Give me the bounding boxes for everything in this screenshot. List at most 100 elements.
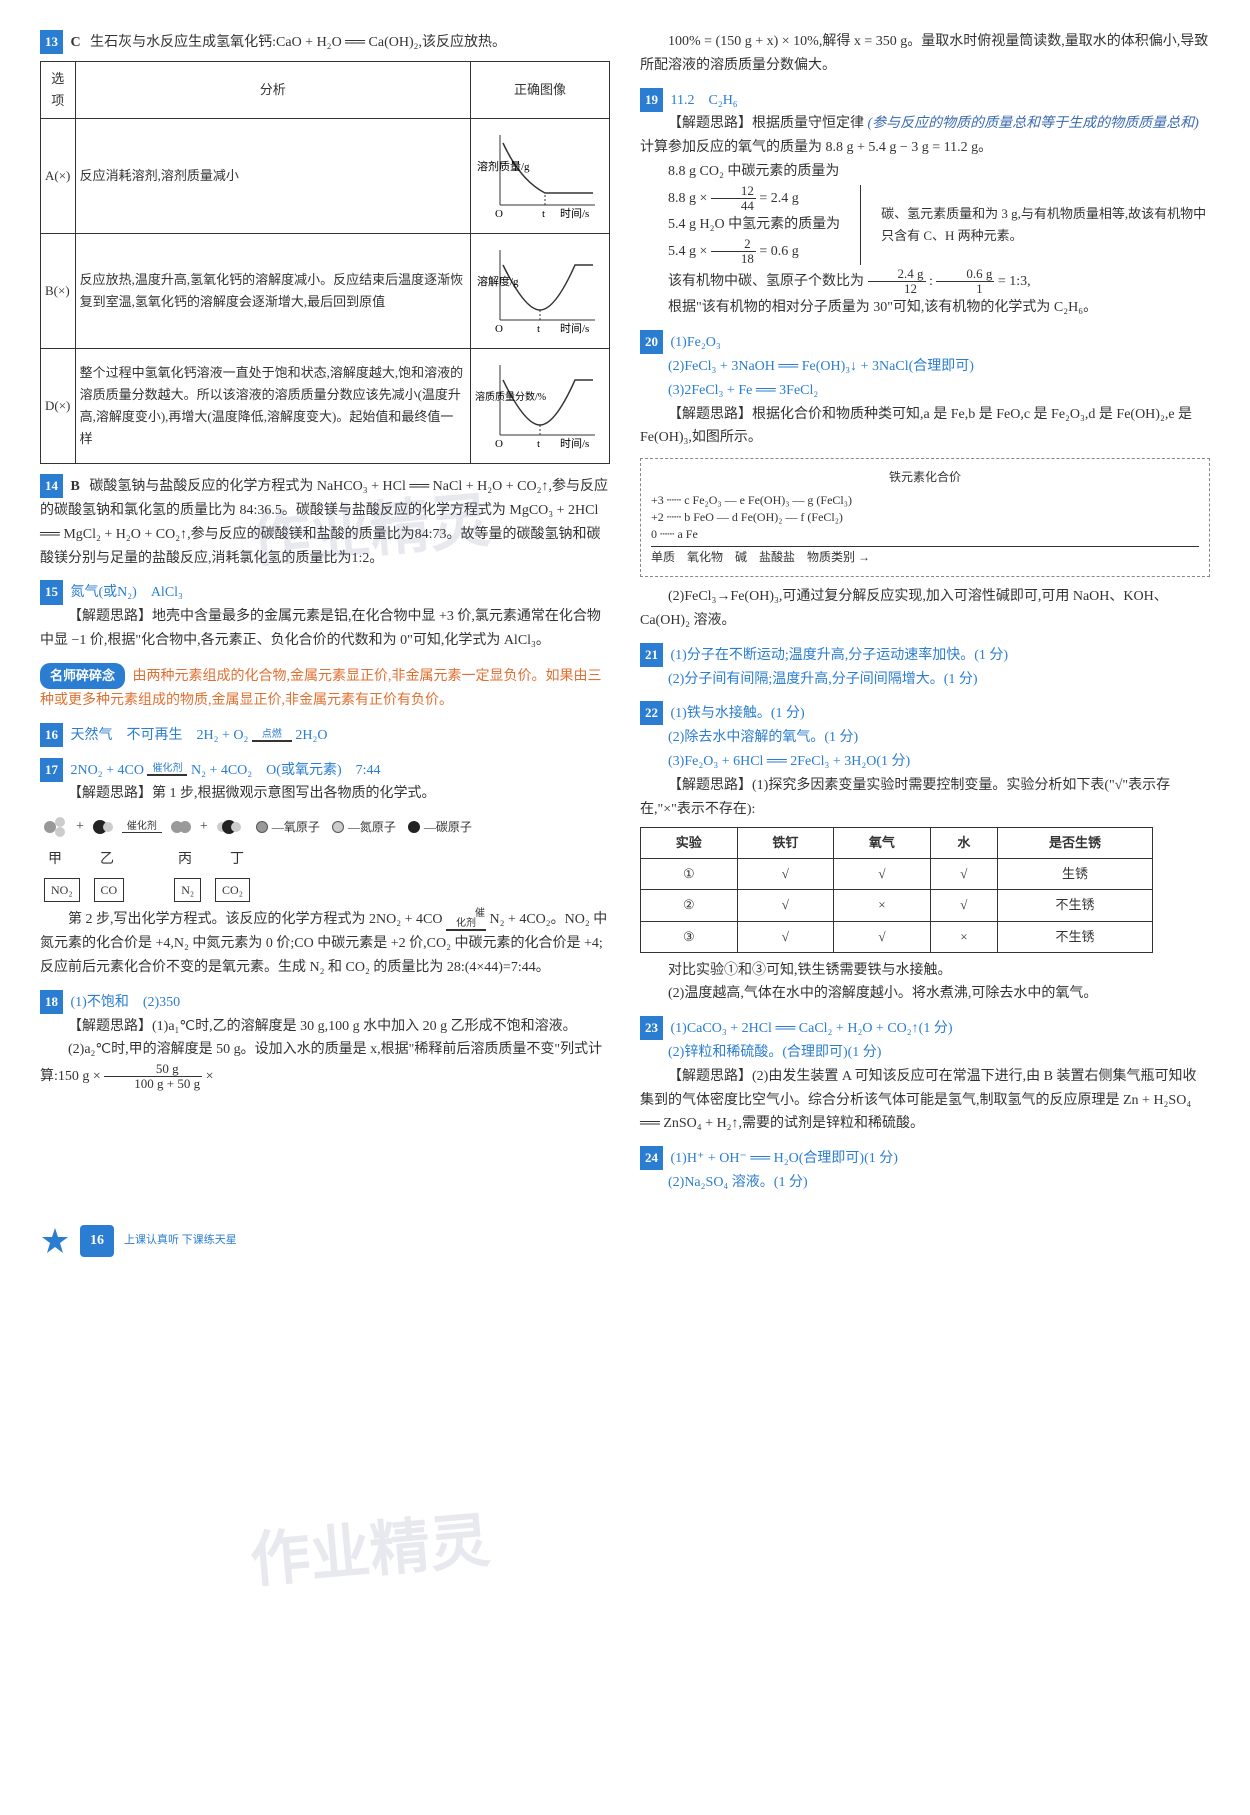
q17-step2: 第 2 步,写出化学方程式。该反应的化学方程式为 2NO₂ + 4CO 催化剂 …	[40, 908, 610, 979]
question-21: 21 (1)分子在不断运动;温度升高,分子运动速率加快。(1 分) (2)分子间…	[640, 643, 1210, 692]
question-15: 15 氮气(或N₂) AlCl₃ 【解题思路】地壳中含量最多的金属元素是铝,在化…	[40, 580, 610, 652]
answer-21-1: (1)分子在不断运动;温度升高,分子运动速率加快。(1 分)	[671, 648, 1009, 663]
q14-text: 碳酸氢钠与盐酸反应的化学方程式为 NaHCO₃ + HCl ══ NaCl + …	[40, 479, 608, 565]
q15-solution: 【解题思路】地壳中含量最多的金属元素是铝,在化合物中显 +3 价,氯元素通常在化…	[40, 605, 610, 653]
valence-row: 0 ┄┄ a Fe	[651, 526, 1199, 543]
answer-20-1: (1)Fe₂O₃	[671, 335, 721, 350]
table-row: B(×) 反应放热,温度升高,氢氧化钙的溶解度减小。反应结束后温度逐渐恢复到室温…	[41, 234, 610, 349]
table-row: ②√×√不生锈	[641, 890, 1153, 921]
molecule-icon	[40, 812, 70, 842]
answer-19: 11.2 C₂H₆	[671, 93, 738, 108]
dip-curve-icon: 溶质质量分数/% O t 时间/s	[475, 355, 605, 450]
q22-sol: 【解题思路】(1)探究多因素变量实验时需要控制变量。实验分析如下表("√"表示存…	[640, 774, 1210, 822]
analysis-d: 整个过程中氢氧化钙溶液一直处于饱和状态,溶解度越大,饱和溶液的溶质质量分数越大。…	[75, 349, 470, 464]
answer-24-1: (1)H⁺ + OH⁻ ══ H₂O(合理即可)(1 分)	[671, 1151, 898, 1166]
svg-text:时间/s: 时间/s	[560, 207, 589, 220]
th-opt: 选项	[41, 61, 76, 118]
tip-body: 由两种元素组成的化合物,金属元素显正价,非金属元素一定显负价。如果由三种或更多种…	[40, 669, 602, 708]
opt-d: D(×)	[41, 349, 76, 464]
question-19: 19 11.2 C₂H₆ 【解题思路】根据质量守恒定律 (参与反应的物质的质量总…	[640, 88, 1210, 321]
footer-tagline: 上课认真听 下课练天星	[124, 1231, 237, 1250]
opt-b: B(×)	[41, 234, 76, 349]
q13-intro: 生石灰与水反应生成氢氧化钙:CaO + H₂O ══ Ca(OH)₂,该反应放热…	[90, 35, 506, 50]
q19-calc2: 5.4 g × 218 = 0.6 g	[640, 237, 840, 267]
svg-text:O: O	[495, 208, 503, 220]
valence-row: +2 ┄┄ b FeO — d Fe(OH)₂ — f (FeCl₂)	[651, 509, 1199, 526]
table-row: ③√√×不生锈	[641, 921, 1153, 952]
q18-sol2: (2)a₂℃时,甲的溶解度是 50 g。设加入水的质量是 x,根据"稀释前后溶质…	[40, 1038, 610, 1091]
svg-text:t: t	[537, 438, 540, 450]
q17-diagram: + 催化剂 + —氧原子 —氮原子 —碳原子	[40, 812, 610, 842]
q22-conc2: (2)温度越高,气体在水中的溶解度越小。将水煮沸,可除去水中的氧气。	[640, 982, 1210, 1006]
th-graph: 正确图像	[470, 61, 609, 118]
graph-d: 溶质质量分数/% O t 时间/s	[470, 349, 609, 464]
left-column: 13 C 生石灰与水反应生成氢氧化钙:CaO + H₂O ══ Ca(OH)₂,…	[40, 30, 610, 1205]
answer-22-1: (1)铁与水接触。(1 分)	[671, 706, 805, 721]
analysis-a: 反应消耗溶剂,溶剂质量减小	[75, 118, 470, 233]
qnum-23: 23	[640, 1016, 663, 1040]
q17-step1: 【解题思路】第 1 步,根据微观示意图写出各物质的化学式。	[40, 782, 610, 806]
q17-labels: 甲 乙 丙 丁	[40, 848, 610, 872]
q20-sol: 【解题思路】根据化合价和物质种类可知,a 是 Fe,b 是 FeO,c 是 Fe…	[640, 403, 1210, 451]
answer-22-2: (2)除去水中溶解的氧气。(1 分)	[640, 726, 1210, 750]
question-24: 24 (1)H⁺ + OH⁻ ══ H₂O(合理即可)(1 分) (2)Na₂S…	[640, 1146, 1210, 1195]
svg-text:t: t	[537, 323, 540, 335]
tip-label: 名师碎碎念	[40, 663, 125, 689]
q13-table: 选项 分析 正确图像 A(×) 反应消耗溶剂,溶剂质量减小 溶剂质量/g	[40, 61, 610, 464]
qnum-19: 19	[640, 88, 663, 112]
valence-diagram: 铁元素化合价 +3 ┄┄ c Fe₂O₃ — e Fe(OH)₃ — g (Fe…	[640, 458, 1210, 577]
right-column: 100% = (150 g + x) × 10%,解得 x = 350 g。量取…	[640, 30, 1210, 1205]
watermark: 作业精灵	[246, 1490, 494, 1613]
qnum-24: 24	[640, 1146, 663, 1170]
svg-text:时间/s: 时间/s	[560, 437, 589, 450]
question-20: 20 (1)Fe₂O₃ (2)FeCl₃ + 3NaOH ══ Fe(OH)₃↓…	[640, 330, 1210, 633]
svg-text:溶剂质量/g: 溶剂质量/g	[477, 159, 530, 173]
teacher-tip: 名师碎碎念 由两种元素组成的化合物,金属元素显正价,非金属元素一定显负价。如果由…	[40, 663, 610, 713]
molecule-icon	[90, 814, 116, 840]
decay-curve-icon: 溶剂质量/g O t 时间/s	[475, 125, 605, 220]
q19-calc-group: 8.8 g × 1244 = 2.4 g 5.4 g H₂O 中氢元素的质量为 …	[640, 184, 1210, 267]
qnum-14: 14	[40, 474, 63, 498]
answer-23-1: (1)CaCO₃ + 2HCl ══ CaCl₂ + H₂O + CO₂↑(1 …	[671, 1021, 953, 1036]
q23-sol: 【解题思路】(2)由发生装置 A 可知该反应可在常温下进行,由 B 装置右侧集气…	[640, 1065, 1210, 1136]
q18-sol1: 【解题思路】(1)a₁℃时,乙的溶解度是 30 g,100 g 水中加入 20 …	[40, 1015, 610, 1039]
answer-14: B	[71, 479, 80, 494]
q19-brace: 碳、氢元素质量和为 3 g,与有机物质量相等,故该有机物中只含有 C、H 两种元…	[881, 203, 1210, 247]
answer-17: 2NO₂ + 4CO 催化剂 N₂ + 4CO₂ O(或氧元素) 7:44	[71, 763, 381, 778]
answer-16: 天然气 不可再生 2H₂ + O₂ 点燃 2H₂O	[71, 728, 328, 743]
molecule-icon	[168, 814, 194, 840]
analysis-b: 反应放热,温度升高,氢氧化钙的溶解度减小。反应结束后温度逐渐恢复到室温,氢氧化钙…	[75, 234, 470, 349]
svg-text:t: t	[542, 208, 545, 220]
answer-24-2: (2)Na₂SO₄ 溶液。(1 分)	[640, 1171, 1210, 1195]
th-analysis: 分析	[75, 61, 470, 118]
answer-18: (1)不饱和 (2)350	[71, 995, 181, 1010]
qnum-17: 17	[40, 758, 63, 782]
question-18: 18 (1)不饱和 (2)350 【解题思路】(1)a₁℃时,乙的溶解度是 30…	[40, 990, 610, 1092]
q19-line1: 8.8 g CO₂ 中碳元素的质量为	[640, 160, 1210, 184]
qnum-13: 13	[40, 30, 63, 54]
answer-21-2: (2)分子间有间隔;温度升高,分子间间隔增大。(1 分)	[640, 668, 1210, 692]
page-content: 13 C 生石灰与水反应生成氢氧化钙:CaO + H₂O ══ Ca(OH)₂,…	[40, 30, 1210, 1205]
svg-text:时间/s: 时间/s	[560, 322, 589, 335]
svg-text:溶解度/g: 溶解度/g	[477, 274, 519, 288]
answer-20-3: (3)2FeCl₃ + Fe ══ 3FeCl₂	[640, 379, 1210, 403]
question-17: 17 2NO₂ + 4CO 催化剂 N₂ + 4CO₂ O(或氧元素) 7:44…	[40, 758, 610, 980]
answer-13: C	[71, 35, 81, 50]
svg-text:溶质质量分数/%: 溶质质量分数/%	[475, 390, 546, 403]
table-row: ①√√√生锈	[641, 859, 1153, 890]
question-14: 14 B 碳酸氢钠与盐酸反应的化学方程式为 NaHCO₃ + HCl ══ Na…	[40, 474, 610, 570]
q19-conc2: 根据"该有机物的相对分子质量为 30"可知,该有机物的化学式为 C₂H₆。	[640, 296, 1210, 320]
graph-b: 溶解度/g O t 时间/s	[470, 234, 609, 349]
q22-table: 实验 铁钉 氧气 水 是否生锈 ①√√√生锈 ②√×√不生锈 ③√√×不生锈	[640, 827, 1153, 952]
page-footer: 16 上课认真听 下课练天星	[40, 1225, 1210, 1257]
molecule-icon	[214, 814, 244, 840]
answer-23-2: (2)锌粒和稀硫酸。(合理即可)(1 分)	[640, 1041, 1210, 1065]
q17-formulas: NO₂ CO N₂ CO₂	[40, 878, 610, 902]
q18-cont: 100% = (150 g + x) × 10%,解得 x = 350 g。量取…	[640, 30, 1210, 78]
answer-22-3: (3)Fe₂O₃ + 6HCl ══ 2FeCl₃ + 3H₂O(1 分)	[640, 750, 1210, 774]
qnum-21: 21	[640, 643, 663, 667]
qnum-18: 18	[40, 990, 63, 1014]
valence-row: +3 ┄┄ c Fe₂O₃ — e Fe(OH)₃ — g (FeCl₃)	[651, 492, 1199, 509]
q22-conc1: 对比实验①和③可知,铁生锈需要铁与水接触。	[640, 959, 1210, 983]
table-row: D(×) 整个过程中氢氧化钙溶液一直处于饱和状态,溶解度越大,饱和溶液的溶质质量…	[41, 349, 610, 464]
